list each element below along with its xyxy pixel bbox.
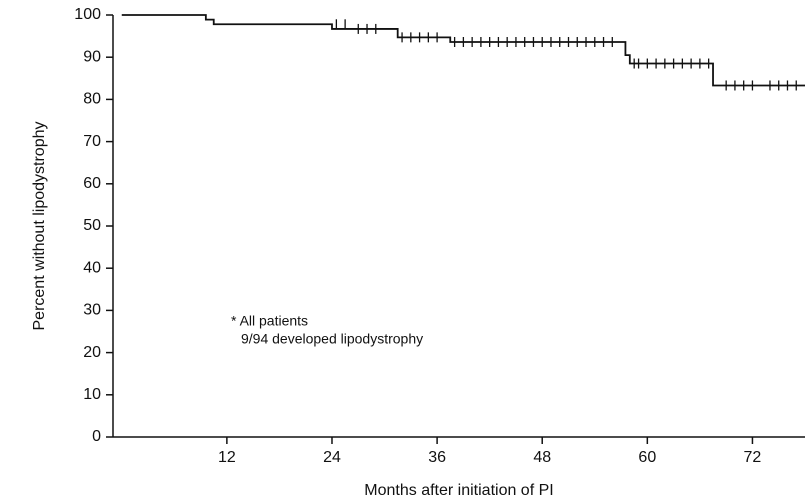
y-tick-label: 70: [83, 133, 101, 150]
y-tick-label: 20: [83, 344, 101, 361]
y-axis-label: Percent without lipodystrophy: [31, 122, 48, 331]
annotation: 9/94 developed lipodystrophy: [241, 331, 423, 347]
y-tick-label: 0: [92, 428, 101, 445]
y-tick-label: 80: [83, 91, 101, 108]
y-tick-label: 30: [83, 302, 101, 319]
x-tick-label: 48: [533, 449, 551, 466]
x-tick-label: 36: [428, 449, 446, 466]
y-tick-label: 90: [83, 48, 101, 65]
y-tick-label: 10: [83, 386, 101, 403]
x-tick-label: 60: [638, 449, 656, 466]
y-tick-label: 40: [83, 259, 101, 276]
x-tick-label: 12: [218, 449, 236, 466]
survival-curve: [121, 14, 805, 87]
y-tick-label: 50: [83, 217, 101, 234]
x-axis-label: Months after initiation of PI: [364, 482, 553, 499]
y-tick-label: 100: [74, 6, 101, 23]
x-tick-label: 72: [744, 449, 762, 466]
x-tick-label: 24: [323, 449, 341, 466]
y-tick-label: 60: [83, 175, 101, 192]
annotation: * All patients: [231, 313, 308, 329]
